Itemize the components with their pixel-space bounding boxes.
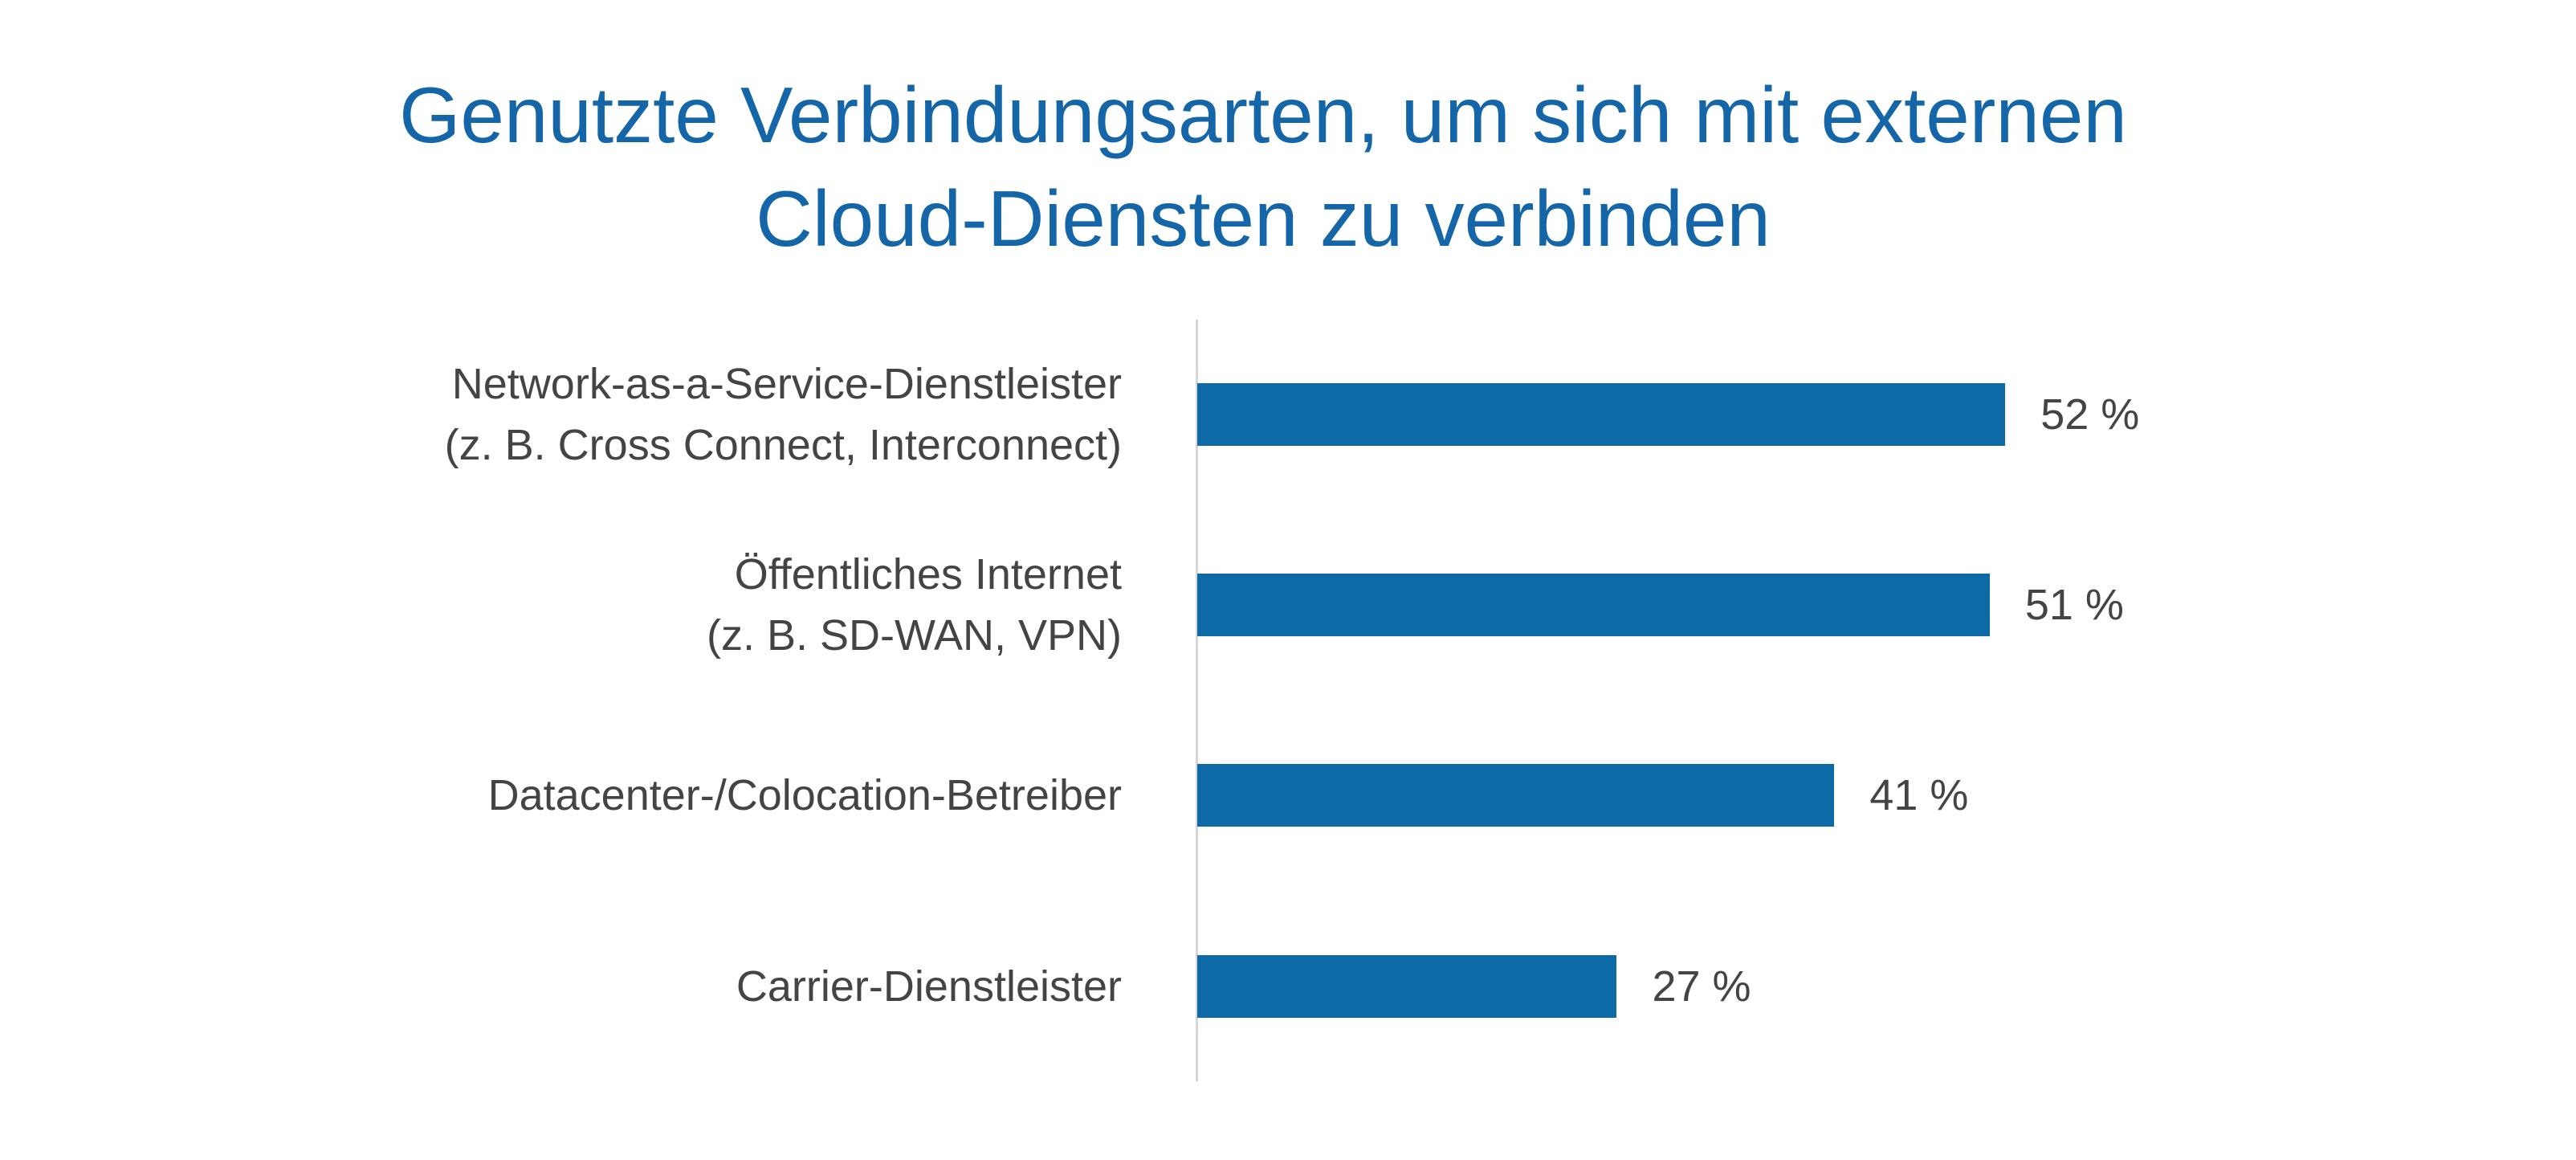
category-label-line: Carrier-Dienstleister — [736, 962, 1122, 1011]
category-label-line: Datacenter-/Colocation-Betreiber — [487, 771, 1122, 819]
chart-title-line-1: Genutzte Verbindungsarten, um sich mit e… — [399, 71, 2127, 159]
bar — [1197, 383, 2006, 446]
data-label: 41 % — [1869, 771, 1969, 819]
category-label-line: Öffentliches Internet — [734, 550, 1122, 598]
category-label: Datacenter-/Colocation-Betreiber — [488, 765, 1122, 826]
category-label: Carrier-Dienstleister — [736, 956, 1122, 1017]
category-label: Öffentliches Internet (z. B. SD-WAN, VPN) — [707, 544, 1122, 666]
bar — [1197, 574, 1990, 636]
category-label-line: Network-as-a-Service-Dienstleister — [451, 360, 1122, 408]
category-axis-line — [1196, 320, 1198, 1081]
category-label: Network-as-a-Service-Dienstleister (z. B.… — [445, 353, 1122, 476]
category-label-line: (z. B. Cross Connect, Interconnect) — [444, 421, 1122, 469]
chart-title-line-2: Cloud-Diensten zu verbinden — [756, 174, 1771, 263]
category-label-line: (z. B. SD-WAN, VPN) — [706, 611, 1122, 660]
data-label: 51 % — [2024, 581, 2124, 629]
bar — [1197, 764, 1835, 827]
bar — [1197, 955, 1617, 1018]
data-label: 52 % — [2040, 390, 2140, 439]
data-label: 27 % — [1652, 962, 1751, 1011]
